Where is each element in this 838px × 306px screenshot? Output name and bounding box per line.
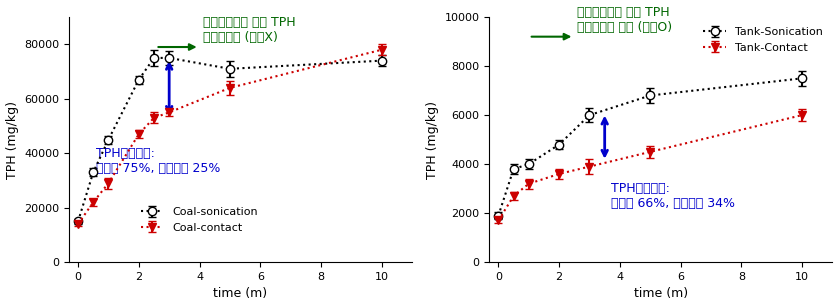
Legend: Tank-Sonication, Tank-Contact: Tank-Sonication, Tank-Contact: [699, 23, 827, 57]
Y-axis label: TPH (mg/kg): TPH (mg/kg): [426, 101, 439, 179]
X-axis label: time (m): time (m): [214, 287, 267, 300]
Legend: Coal-sonication, Coal-contact: Coal-sonication, Coal-contact: [137, 203, 262, 237]
Text: TPH추준효율:
미세토 75%, 미세공극 25%: TPH추준효율: 미세토 75%, 미세공극 25%: [96, 147, 220, 175]
Text: 미세공극으로 부터 TPH
추준불가능 (정화X): 미세공극으로 부터 TPH 추준불가능 (정화X): [203, 16, 295, 44]
Text: 미세공극으로 부터 TPH
지속적으로 탈샭 (정화O): 미세공극으로 부터 TPH 지속적으로 탈샭 (정화O): [577, 6, 672, 34]
Y-axis label: TPH (mg/kg): TPH (mg/kg): [6, 101, 18, 179]
X-axis label: time (m): time (m): [634, 287, 688, 300]
Text: TPH추준효율:
미세토 66%, 미세곱극 34%: TPH추준효율: 미세토 66%, 미세곱극 34%: [611, 182, 735, 210]
